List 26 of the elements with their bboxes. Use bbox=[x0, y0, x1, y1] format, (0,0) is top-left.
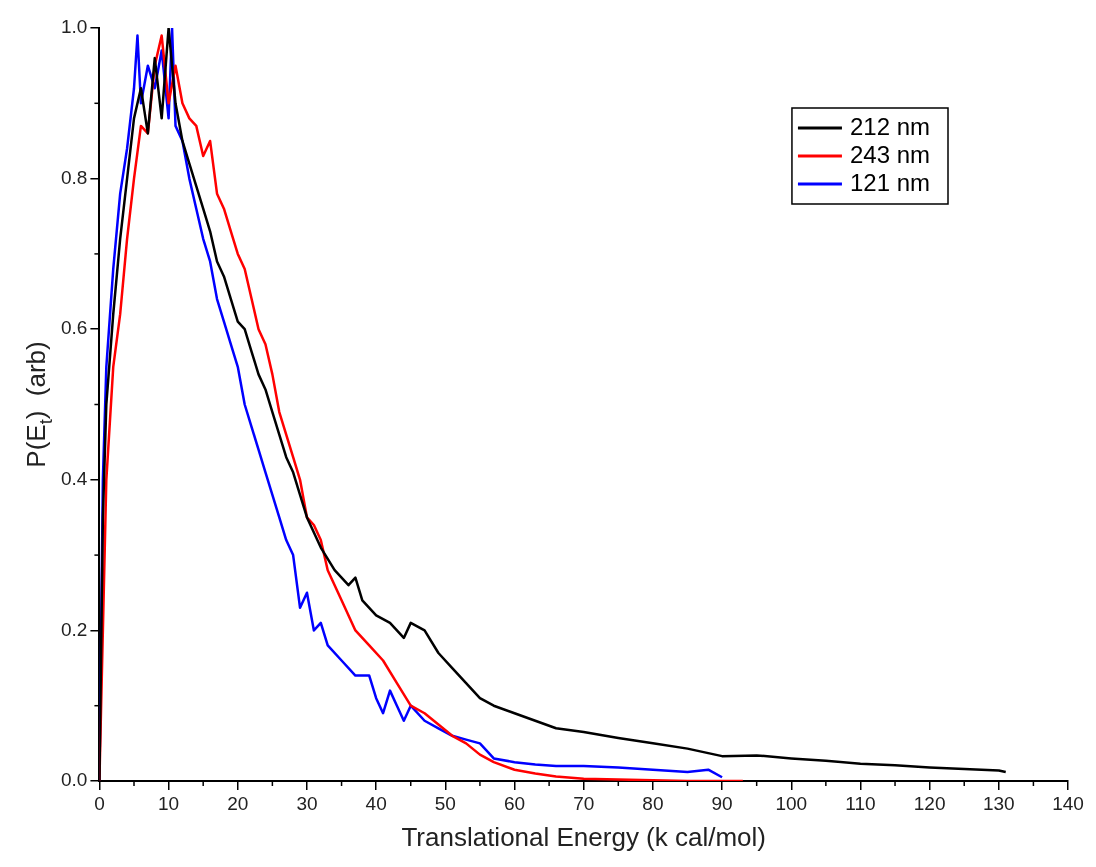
x-tick-label: 110 bbox=[845, 792, 876, 814]
x-tick-label: 50 bbox=[434, 792, 456, 814]
x-tick-label: 90 bbox=[711, 792, 733, 814]
x-tick-label: 10 bbox=[158, 792, 180, 814]
y-tick-label: 1.0 bbox=[60, 16, 88, 38]
y-tick-label: 0.4 bbox=[60, 468, 88, 490]
x-tick-label: 40 bbox=[365, 792, 387, 814]
legend-label: 243 nm bbox=[849, 140, 931, 168]
legend-label: 212 nm bbox=[849, 112, 931, 140]
x-tick-label: 0 bbox=[94, 792, 105, 814]
x-tick-label: 20 bbox=[227, 792, 249, 814]
x-tick-label: 80 bbox=[642, 792, 664, 814]
y-tick-label: 0.8 bbox=[60, 166, 88, 188]
y-tick-label: 0.0 bbox=[60, 769, 88, 791]
y-axis-title: P(Et) (arb) bbox=[21, 341, 57, 468]
x-tick-label: 100 bbox=[775, 792, 808, 814]
x-tick-label: 70 bbox=[573, 792, 595, 814]
x-tick-label: 140 bbox=[1052, 792, 1084, 814]
y-tick-label: 0.6 bbox=[60, 317, 88, 339]
x-tick-label: 30 bbox=[296, 792, 318, 814]
x-tick-label: 120 bbox=[913, 792, 946, 814]
legend-label: 121 nm bbox=[849, 168, 931, 196]
x-tick-label: 60 bbox=[503, 792, 526, 814]
x-axis-title: Translational Energy (k cal/mol) bbox=[401, 821, 767, 852]
x-tick-label: 130 bbox=[982, 792, 1015, 814]
y-tick-label: 0.2 bbox=[60, 618, 88, 640]
